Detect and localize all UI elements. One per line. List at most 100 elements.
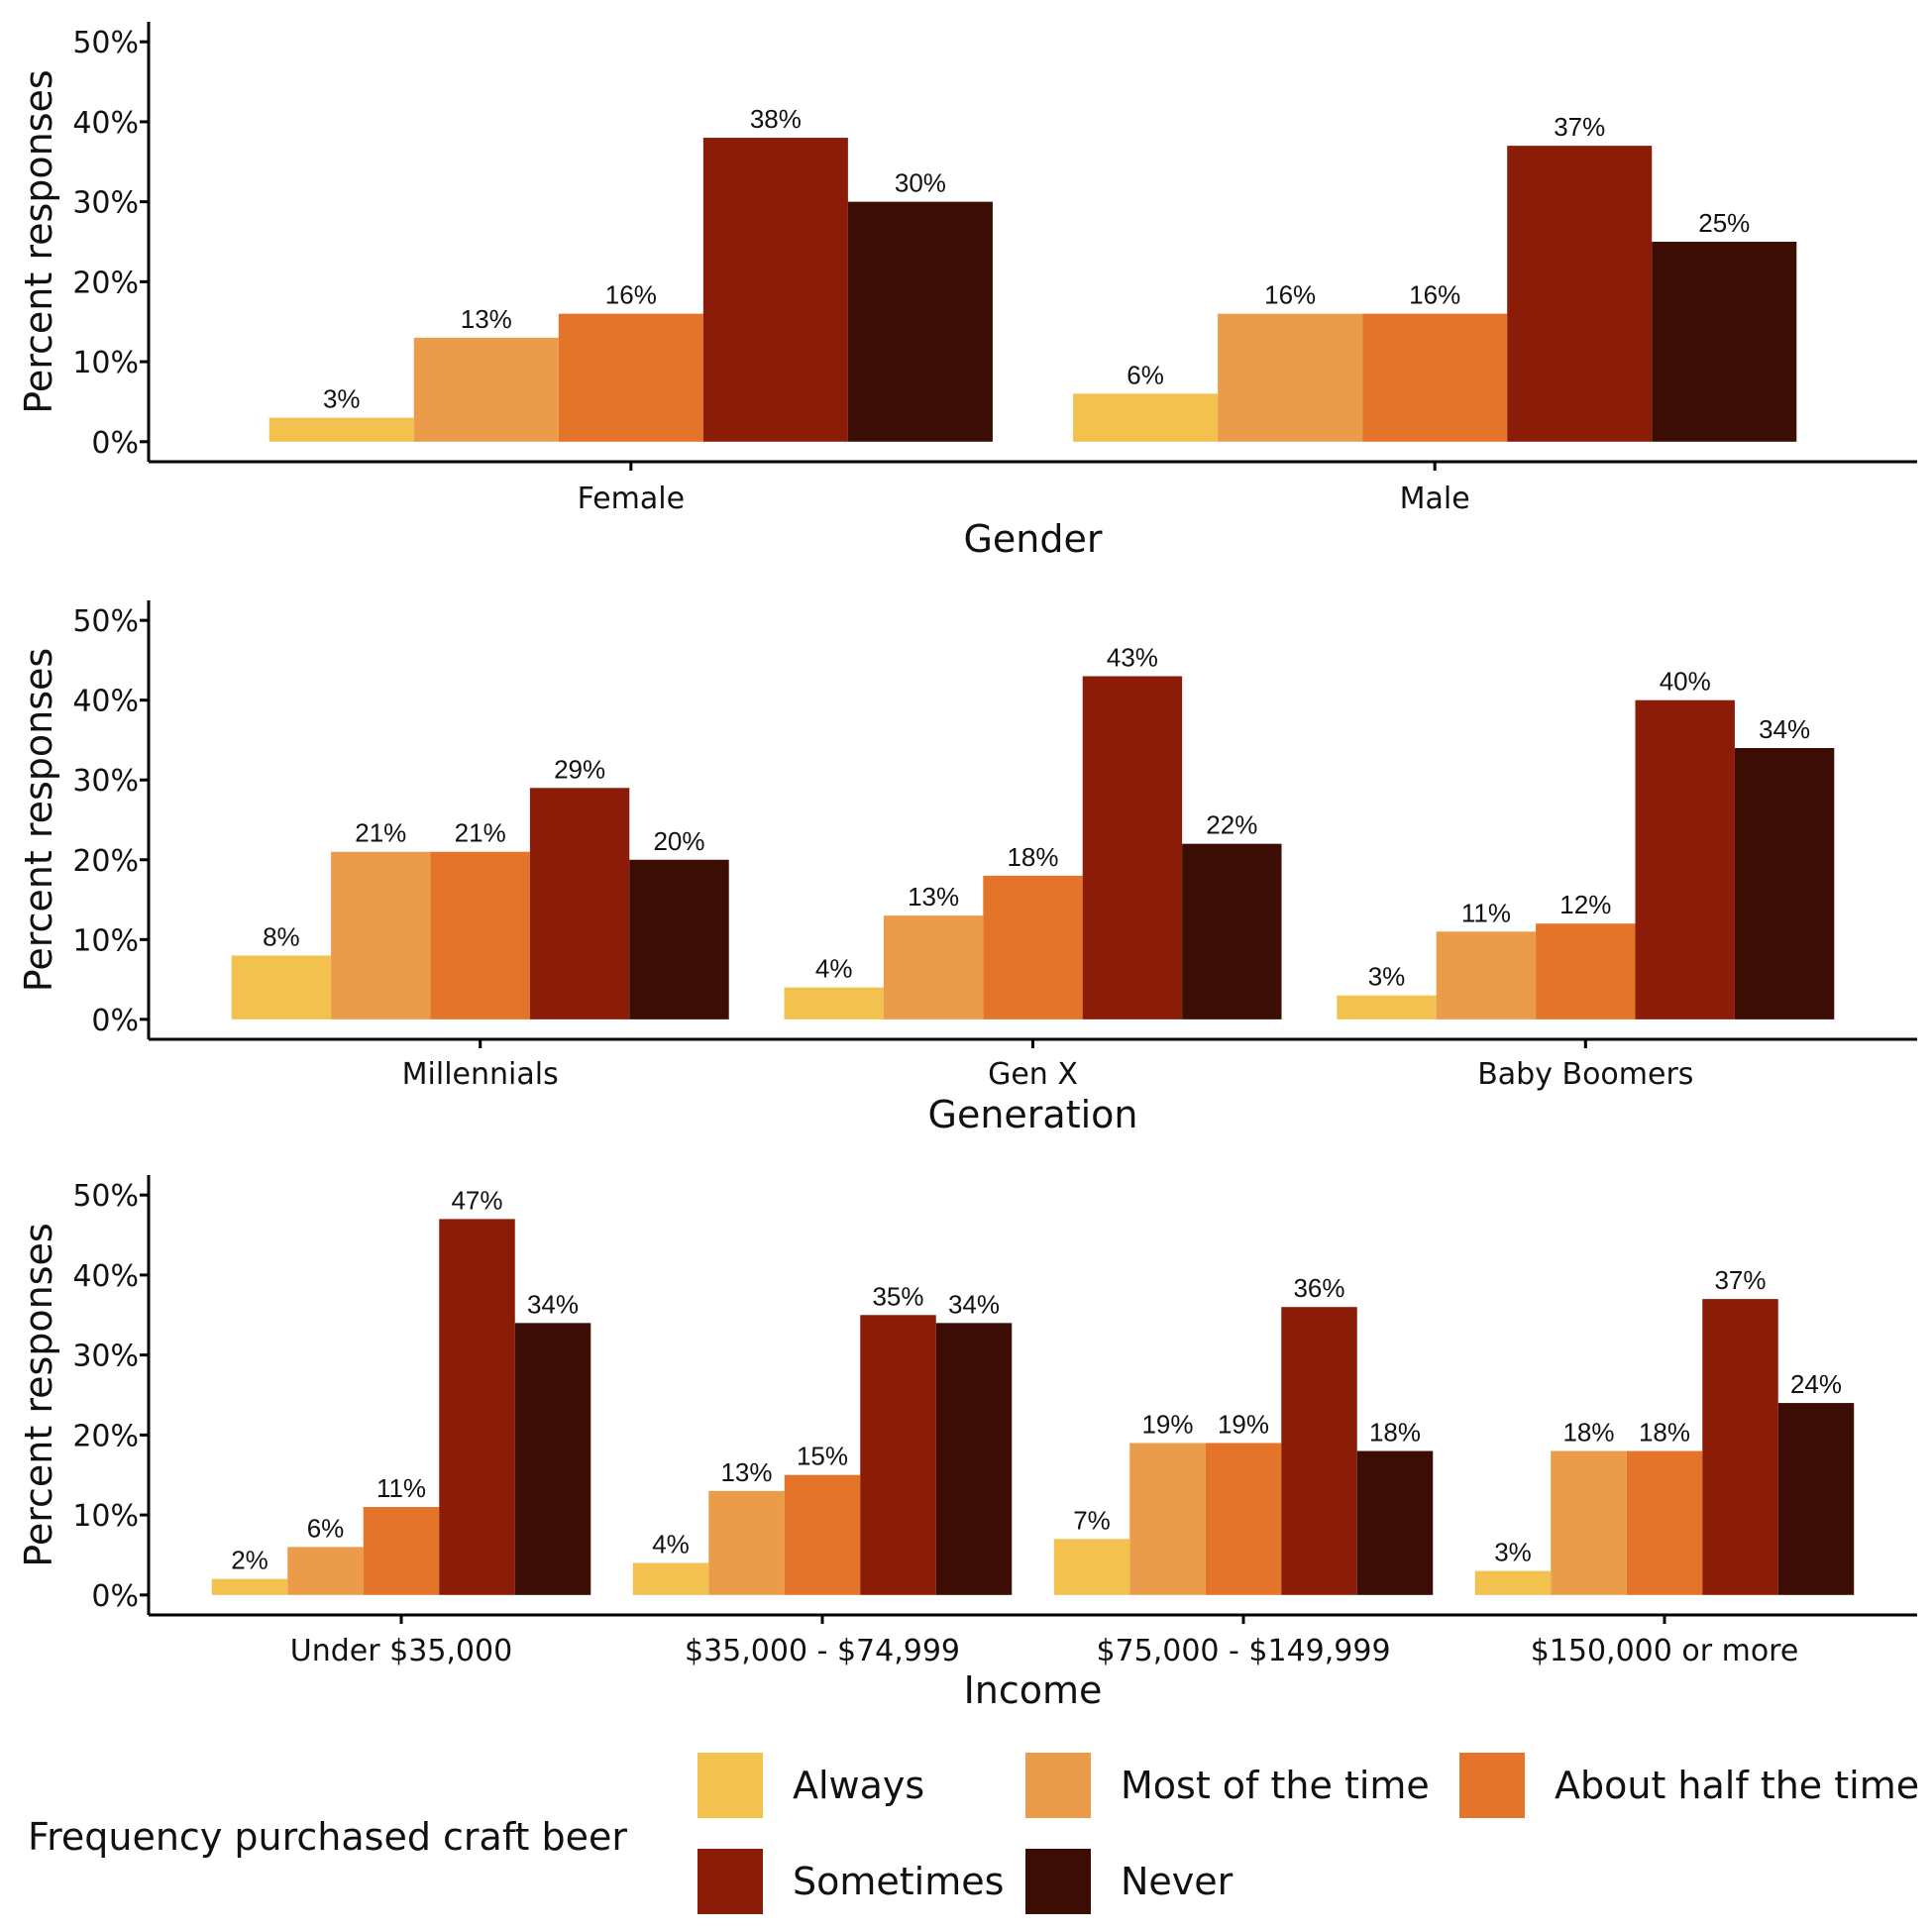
y-axis-title: Percent responses	[17, 648, 60, 992]
bar	[632, 1562, 709, 1595]
x-axis-title: Income	[964, 1668, 1103, 1712]
bar	[784, 987, 884, 1020]
y-axis-title: Percent responses	[17, 69, 60, 413]
y-tick-label: 0%	[91, 1579, 139, 1614]
bar	[1129, 1443, 1206, 1595]
data-label: 18%	[1639, 1418, 1690, 1448]
data-label: 38%	[750, 104, 802, 134]
data-label: 3%	[1494, 1538, 1532, 1567]
bar	[231, 955, 332, 1020]
data-label: 2%	[231, 1546, 268, 1575]
data-label: 40%	[1660, 667, 1711, 697]
x-tick-label: $150,000 or more	[1531, 1634, 1799, 1668]
legend-key	[698, 1849, 763, 1914]
data-label: 19%	[1218, 1409, 1269, 1439]
bar	[211, 1578, 288, 1595]
y-tick-label: 50%	[72, 26, 139, 60]
x-tick-label: Male	[1400, 482, 1470, 516]
bar	[1777, 1403, 1855, 1595]
y-tick-label: 50%	[72, 604, 139, 639]
bar	[847, 201, 993, 442]
data-label: 30%	[895, 168, 946, 198]
legend-title: Frequency purchased craft beer	[28, 1815, 627, 1859]
bar	[1182, 843, 1282, 1020]
bar	[529, 788, 630, 1020]
bar	[702, 138, 848, 442]
bar	[363, 1507, 440, 1595]
x-tick-label: Under $35,000	[290, 1634, 512, 1668]
data-label: 7%	[1073, 1505, 1111, 1535]
data-label: 36%	[1293, 1273, 1344, 1303]
legend-label: Most of the time	[1121, 1764, 1430, 1807]
data-label: 34%	[527, 1289, 579, 1319]
bar	[883, 915, 984, 1020]
bar	[935, 1323, 1013, 1595]
data-label: 11%	[1461, 898, 1511, 927]
bar	[430, 851, 530, 1020]
legend-label: Sometimes	[793, 1860, 1004, 1903]
y-tick-label: 40%	[72, 106, 139, 141]
data-label: 6%	[307, 1513, 345, 1543]
data-label: 12%	[1559, 890, 1611, 919]
legend-label: Never	[1121, 1860, 1234, 1903]
bar	[413, 337, 559, 442]
data-label: 13%	[908, 882, 959, 912]
bar	[629, 859, 729, 1020]
bar	[1205, 1443, 1282, 1595]
data-label: 11%	[376, 1473, 426, 1503]
legend-key	[1459, 1753, 1525, 1818]
bar	[1635, 699, 1735, 1020]
y-tick-label: 10%	[72, 346, 139, 380]
data-label: 34%	[1759, 714, 1810, 744]
data-label: 20%	[653, 826, 704, 856]
data-label: 22%	[1206, 810, 1257, 840]
data-label: 24%	[1790, 1369, 1842, 1399]
legend-label: Always	[793, 1764, 924, 1807]
data-label: 15%	[797, 1442, 848, 1471]
bar	[1362, 313, 1508, 442]
bar	[514, 1323, 591, 1595]
data-label: 37%	[1714, 1265, 1766, 1295]
y-tick-label: 10%	[72, 923, 139, 958]
y-tick-label: 30%	[72, 1340, 139, 1374]
legend-label: About half the time	[1555, 1764, 1919, 1807]
data-label: 16%	[1409, 280, 1460, 310]
bar	[1626, 1450, 1703, 1595]
data-label: 3%	[323, 384, 361, 414]
bar	[558, 313, 703, 442]
x-tick-label: $35,000 - $74,999	[685, 1634, 960, 1668]
data-label: 16%	[1264, 280, 1316, 310]
x-tick-label: $75,000 - $149,999	[1096, 1634, 1390, 1668]
data-label: 13%	[720, 1457, 772, 1487]
y-tick-label: 0%	[91, 426, 139, 461]
bar	[1073, 393, 1219, 442]
data-label: 43%	[1107, 643, 1158, 673]
data-label: 6%	[1127, 360, 1164, 389]
x-tick-label: Female	[578, 482, 685, 516]
x-axis-title: Generation	[928, 1093, 1138, 1136]
data-label: 18%	[1562, 1418, 1614, 1448]
y-tick-label: 20%	[72, 1419, 139, 1453]
x-tick-label: Baby Boomers	[1477, 1057, 1693, 1092]
x-tick-label: Millennials	[402, 1057, 559, 1092]
bar	[1082, 676, 1183, 1020]
bar	[708, 1490, 785, 1595]
bar	[860, 1315, 936, 1595]
data-label: 21%	[455, 818, 506, 848]
bar	[1652, 242, 1797, 442]
bar	[1551, 1450, 1627, 1595]
bar	[1702, 1299, 1778, 1595]
bar	[784, 1474, 861, 1595]
legend-key	[1025, 1849, 1091, 1914]
y-axis-title: Percent responses	[17, 1223, 60, 1566]
bar	[983, 875, 1083, 1020]
data-label: 34%	[948, 1289, 1000, 1319]
y-tick-label: 30%	[72, 764, 139, 799]
data-label: 37%	[1554, 112, 1605, 142]
bar	[268, 417, 414, 442]
data-label: 21%	[355, 818, 406, 848]
bar	[1474, 1570, 1552, 1595]
bar	[1337, 995, 1437, 1020]
bar	[331, 851, 431, 1020]
